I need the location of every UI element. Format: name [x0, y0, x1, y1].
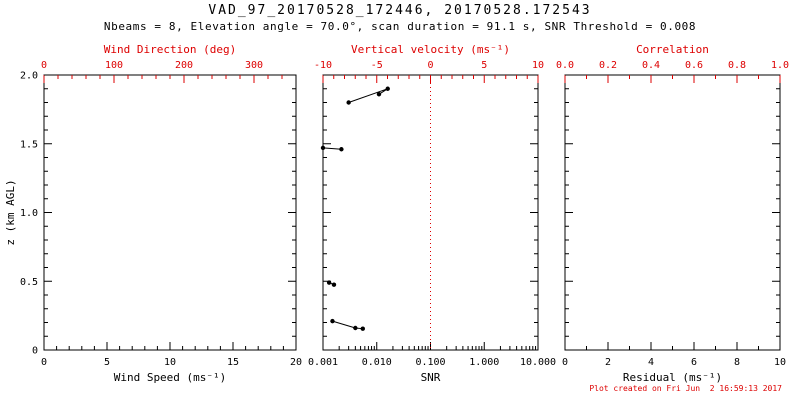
plot-title: VAD_97_20170528_172446, 20170528.172543 [208, 3, 592, 18]
svg-text:200: 200 [175, 60, 193, 71]
data-point [331, 282, 337, 287]
plot-subtitle: Nbeams = 8, Elevation angle = 70.0°, sca… [103, 20, 697, 33]
svg-text:0.4: 0.4 [642, 60, 660, 71]
svg-text:1.000: 1.000 [469, 357, 499, 368]
plot-timestamp: Plot created on Fri Jun 2 16:59:13 2017 [589, 384, 782, 393]
plot-frame [43, 74, 297, 351]
bottom-axis: 0 5 10 15 20 Wind Speed (ms⁻¹) [41, 342, 302, 384]
panel-wind-speed-direction: 0 5 10 15 20 Wind Speed (ms⁻¹) 0 100 200 300 Wind … [4, 43, 302, 384]
svg-text:0.5: 0.5 [20, 277, 38, 288]
x-axis-title: Residual (ms⁻¹) [623, 371, 722, 384]
y-axis-title: z (km AGL) [4, 179, 17, 245]
svg-text:0: 0 [32, 346, 38, 357]
svg-text:0.001: 0.001 [308, 357, 338, 368]
data-point [330, 318, 335, 324]
svg-text:6: 6 [691, 357, 697, 368]
svg-text:5: 5 [481, 60, 487, 71]
svg-text:-5: -5 [371, 60, 383, 71]
top-axis: 0 100 200 300 Wind Direction (deg) [41, 43, 283, 83]
y-axis [565, 74, 780, 351]
data-point [385, 86, 390, 91]
y-axis: 0 0.5 1.0 1.5 2.0 z (km AGL) [4, 71, 296, 357]
svg-text:8: 8 [734, 357, 740, 368]
svg-text:2.0: 2.0 [20, 71, 38, 82]
data-point [376, 92, 382, 97]
svg-text:0.010: 0.010 [362, 357, 392, 368]
svg-text:10: 10 [164, 357, 176, 368]
top-axis-title: Correlation [636, 43, 709, 56]
svg-text:10: 10 [532, 60, 544, 71]
data-point [339, 147, 344, 152]
plot-frame [322, 74, 539, 351]
data-point [326, 280, 332, 285]
svg-text:100: 100 [105, 60, 123, 71]
svg-text:0: 0 [562, 357, 568, 368]
x-axis-title: SNR [421, 371, 441, 384]
svg-text:10.000: 10.000 [520, 357, 556, 368]
svg-text:5: 5 [104, 357, 110, 368]
svg-text:10: 10 [774, 357, 786, 368]
data-point [346, 100, 351, 105]
svg-text:-10: -10 [314, 60, 332, 71]
svg-text:0.0: 0.0 [556, 60, 574, 71]
svg-text:15: 15 [227, 357, 239, 368]
svg-text:0: 0 [41, 357, 47, 368]
svg-text:0.6: 0.6 [685, 60, 703, 71]
svg-text:1.0: 1.0 [20, 208, 38, 219]
svg-text:1.0: 1.0 [771, 60, 789, 71]
data-point [360, 326, 365, 331]
top-axis-title: Wind Direction (deg) [104, 43, 236, 56]
svg-text:20: 20 [290, 357, 302, 368]
panel-residual-correlation: 0 2 4 6 8 10 Residual (ms⁻¹) 0.0 0.2 0.4 0.6 0.8 1.0… [556, 43, 789, 384]
svg-text:300: 300 [245, 60, 263, 71]
svg-text:0.8: 0.8 [728, 60, 746, 71]
bottom-axis: 0 2 4 6 8 10 Residual (ms⁻¹) [562, 342, 786, 384]
top-axis-title: Vertical velocity (ms⁻¹) [351, 43, 510, 56]
snr-profile [320, 86, 390, 331]
top-axis: 0.0 0.2 0.4 0.6 0.8 1.0 Correlation [556, 43, 789, 83]
svg-text:0: 0 [41, 60, 47, 71]
plot-frame [564, 74, 781, 351]
top-axis: -10 -5 0 5 10 Vertical velocity (ms⁻¹) [314, 43, 544, 83]
y-axis [323, 74, 538, 351]
svg-text:2: 2 [605, 357, 611, 368]
svg-text:4: 4 [648, 357, 654, 368]
data-point [353, 325, 358, 331]
svg-text:0.100: 0.100 [415, 357, 445, 368]
x-axis-title: Wind Speed (ms⁻¹) [114, 371, 227, 384]
svg-text:1.5: 1.5 [20, 139, 38, 150]
svg-text:0.2: 0.2 [599, 60, 617, 71]
svg-text:0: 0 [427, 60, 433, 71]
panel-snr-vertical-velocity: 0.001 0.010 0.100 1.000 10.000 SNR -10 -5 0 5 10 Ve… [308, 43, 556, 384]
data-point [320, 145, 326, 151]
bottom-axis: 0.001 0.010 0.100 1.000 10.000 SNR [308, 342, 556, 384]
